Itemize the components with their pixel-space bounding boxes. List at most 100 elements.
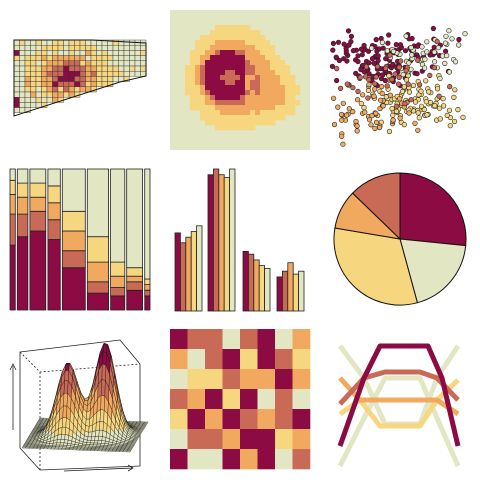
raster-cell	[195, 65, 201, 71]
map-region	[52, 65, 59, 72]
scatter-point	[442, 60, 448, 67]
map-region	[129, 55, 136, 61]
raster-cell	[235, 65, 241, 71]
stacked-bar-segment	[126, 168, 143, 269]
raster-cell	[215, 80, 221, 86]
map-region	[41, 45, 48, 51]
raster-cell	[280, 95, 286, 101]
scatter-point	[446, 69, 453, 75]
raster-cell	[195, 95, 201, 101]
tile-cell	[292, 329, 311, 350]
raster-cell	[235, 105, 241, 111]
raster-cell	[265, 50, 271, 56]
tile-cell	[205, 389, 223, 410]
raster-cell	[190, 85, 196, 91]
raster-cell	[255, 115, 261, 121]
raster-cell	[235, 95, 241, 101]
raster-cell	[245, 125, 251, 131]
raster-cell	[200, 100, 206, 106]
map-region	[24, 60, 31, 67]
raster-cell	[250, 70, 256, 76]
map-region	[19, 45, 26, 51]
raster-cell	[280, 115, 286, 121]
map-region	[134, 65, 141, 72]
scatter-point	[442, 40, 449, 46]
grouped-bar	[185, 236, 192, 312]
tile-cell	[187, 449, 206, 470]
map-region	[140, 45, 147, 51]
raster-cell	[285, 65, 291, 71]
tile-cell	[205, 429, 223, 450]
map-region	[79, 50, 86, 56]
raster-cell	[255, 75, 261, 81]
scatter-point	[378, 97, 384, 103]
map-region	[63, 70, 70, 77]
raster-cell	[255, 110, 261, 116]
raster-cell	[245, 65, 251, 71]
raster-cell	[190, 80, 196, 86]
scatter-point	[362, 74, 369, 80]
map-region	[79, 76, 86, 82]
raster-cell	[290, 100, 296, 106]
density-raster-panel	[170, 10, 310, 150]
raster-cell	[250, 45, 256, 51]
map-region	[63, 65, 70, 72]
map-region	[68, 86, 75, 93]
raster-cell	[230, 95, 236, 101]
raster-cell	[260, 85, 266, 91]
raster-cell	[225, 40, 231, 46]
map-region	[107, 70, 114, 77]
raster-cell	[255, 35, 261, 41]
map-region	[79, 86, 86, 93]
map-region	[41, 60, 48, 67]
raster-cell	[240, 115, 246, 121]
raster-cell	[270, 75, 276, 81]
raster-cell	[195, 90, 201, 96]
map-region	[68, 45, 75, 51]
raster-cell	[185, 65, 191, 71]
scatter-point	[369, 45, 375, 51]
scatter-point	[366, 117, 373, 123]
raster-cell	[265, 65, 271, 71]
scatter-point	[444, 112, 450, 118]
map-region	[85, 81, 92, 87]
raster-cell	[210, 120, 216, 126]
map-region	[19, 107, 26, 113]
map-region	[46, 96, 53, 103]
map-region	[24, 65, 31, 72]
map-region	[19, 96, 26, 103]
raster-cell	[275, 55, 281, 61]
scatter-point	[406, 60, 412, 66]
raster-cell	[260, 115, 266, 121]
tile-cell	[257, 349, 276, 370]
raster-cell	[265, 45, 271, 51]
raster-cell	[195, 85, 201, 91]
raster-cell	[190, 70, 196, 76]
raster-cell	[200, 95, 206, 101]
scatter-point	[355, 53, 361, 59]
raster-cell	[235, 45, 241, 51]
raster-cell	[225, 75, 231, 81]
scatter-point	[358, 46, 365, 52]
raster-cell	[240, 110, 246, 116]
raster-cell	[240, 100, 246, 106]
raster-cell	[215, 95, 221, 101]
map-region	[24, 50, 31, 56]
scatter-point	[373, 119, 380, 125]
raster-cell	[260, 95, 266, 101]
scatter-point	[415, 57, 421, 63]
map-region	[41, 55, 48, 61]
scatter-point	[389, 76, 395, 83]
scatter-point	[345, 28, 352, 34]
raster-cell	[230, 45, 236, 51]
raster-cell	[275, 100, 281, 106]
scatter-point	[443, 33, 449, 39]
raster-cell	[205, 60, 211, 66]
raster-cell	[250, 75, 256, 81]
scatter-point	[408, 97, 414, 103]
raster-cell	[285, 70, 291, 76]
map-region	[30, 55, 37, 61]
raster-cell	[190, 90, 196, 96]
stacked-bar-segment	[86, 281, 110, 294]
